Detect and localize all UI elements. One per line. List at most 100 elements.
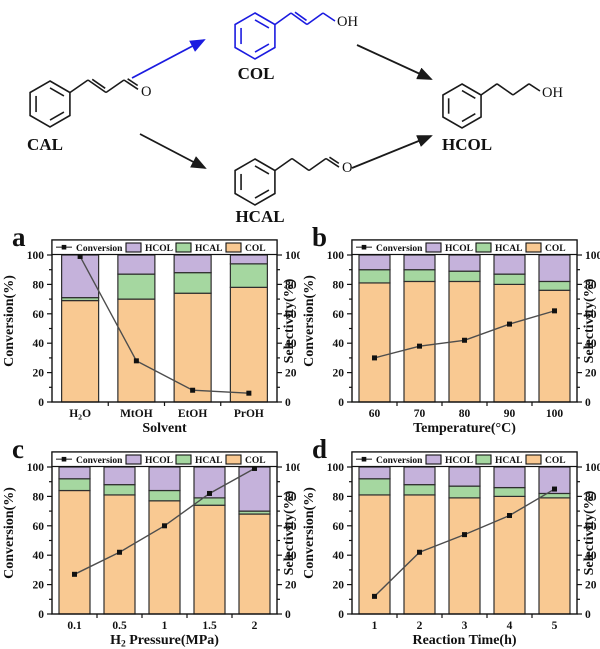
- svg-text:40: 40: [285, 550, 297, 562]
- conversion-line: [372, 486, 557, 599]
- bars: [61, 254, 268, 403]
- svg-text:100: 100: [585, 462, 600, 474]
- y-axis-title-right: Selectivity(%): [582, 278, 597, 363]
- svg-text:60: 60: [285, 521, 297, 533]
- svg-text:80: 80: [285, 491, 297, 503]
- axes: 0 0 20 20 40 40 60 60 80 80 100 100 60 70 80 90 100 Tempe…: [302, 239, 600, 436]
- arrow-col-to-hcol: [356, 44, 433, 80]
- y-axis-title-right: Selectivity(%): [582, 490, 597, 575]
- svg-text:0: 0: [585, 609, 591, 621]
- legend: Conversion HCOL HCAL COL: [351, 451, 578, 468]
- svg-text:HCOL: HCOL: [145, 456, 173, 466]
- svg-text:60: 60: [585, 309, 597, 321]
- panel-a-letter: a: [12, 222, 26, 252]
- svg-text:20: 20: [585, 368, 597, 380]
- svg-text:0: 0: [338, 397, 344, 409]
- svg-text:COL: COL: [545, 456, 566, 466]
- hcal-label: HCAL: [235, 207, 284, 224]
- svg-text:80: 80: [333, 279, 345, 291]
- x-axis-title: Solvent: [142, 421, 187, 436]
- panel-d-letter: d: [312, 434, 328, 464]
- svg-text:HCOL: HCOL: [445, 244, 473, 254]
- svg-text:60: 60: [333, 309, 345, 321]
- svg-text:40: 40: [333, 550, 345, 562]
- svg-text:80: 80: [333, 491, 345, 503]
- svg-text:HCAL: HCAL: [195, 244, 222, 254]
- hcol-label: HCOL: [442, 135, 492, 154]
- svg-text:1: 1: [372, 620, 378, 632]
- svg-text:80: 80: [33, 279, 45, 291]
- svg-text:HCAL: HCAL: [495, 456, 522, 466]
- svg-text:Conversion: Conversion: [76, 244, 123, 254]
- svg-text:20: 20: [33, 580, 45, 592]
- svg-text:20: 20: [333, 580, 345, 592]
- svg-text:100: 100: [585, 250, 600, 262]
- svg-text:90: 90: [504, 408, 516, 420]
- y-axis-title-right: Selectivity(%): [282, 278, 297, 363]
- svg-text:60: 60: [33, 309, 45, 321]
- chart-c-pressure: 0 0 20 20 40 40 60 60 80 80 100 100 0.1 0.5 1 1.5 2 H2 Pr…: [2, 451, 303, 649]
- svg-text:40: 40: [333, 338, 345, 350]
- svg-text:Conversion: Conversion: [376, 244, 423, 254]
- hcal-carbonyl-o-label: O: [342, 160, 352, 176]
- svg-text:100: 100: [27, 250, 45, 262]
- arrow-cal-to-hcal: [139, 133, 207, 169]
- svg-text:60: 60: [33, 521, 45, 533]
- conversion-line: [77, 253, 252, 396]
- svg-text:0: 0: [585, 397, 591, 409]
- svg-text:MtOH: MtOH: [120, 408, 153, 420]
- svg-text:60: 60: [333, 521, 345, 533]
- chart-d-time: 0 0 20 20 40 40 60 60 80 80 100 100 1 2 3 4 5 Reaction Ti…: [302, 451, 600, 648]
- chart-b-temperature: 0 0 20 20 40 40 60 60 80 80 100 100 60 70 80 90 100 Tempe…: [302, 239, 600, 436]
- x-axis-title: Reaction Time(h): [412, 633, 516, 648]
- svg-text:60: 60: [285, 309, 297, 321]
- svg-text:20: 20: [333, 368, 345, 380]
- svg-text:PrOH: PrOH: [234, 408, 264, 420]
- svg-text:70: 70: [414, 408, 426, 420]
- col-oh-label: OH: [337, 14, 358, 30]
- svg-text:60: 60: [585, 521, 597, 533]
- svg-text:80: 80: [585, 491, 597, 503]
- reaction-scheme-wrap: CAL COL HCAL HCOL O OH O OH: [0, 0, 600, 226]
- svg-text:100: 100: [327, 462, 345, 474]
- y-axis-title-left: Conversion(%): [2, 487, 17, 579]
- arrow-hcal-to-hcol: [351, 135, 433, 169]
- svg-text:EtOH: EtOH: [178, 408, 207, 420]
- legend: Conversion HCOL HCAL COL: [351, 239, 578, 256]
- y-axis-title-right: Selectivity(%): [282, 490, 297, 575]
- svg-text:COL: COL: [245, 456, 266, 466]
- svg-text:40: 40: [33, 338, 45, 350]
- svg-text:100: 100: [285, 250, 300, 262]
- hcol-oh-label: OH: [542, 85, 563, 101]
- svg-text:HCOL: HCOL: [145, 244, 173, 254]
- panel-d: d 0 0 20 20 40 40 60 60 80 80 100 100 1 2 3 4 5 Reaction …: [300, 434, 600, 648]
- svg-text:80: 80: [285, 279, 297, 291]
- svg-text:1.5: 1.5: [202, 620, 217, 632]
- legend: Conversion HCOL HCAL COL: [51, 451, 278, 468]
- svg-text:2: 2: [252, 620, 258, 632]
- svg-text:80: 80: [33, 491, 45, 503]
- axes: 0 0 20 20 40 40 60 60 80 80 100 100 1 2 3 4 5 Reaction Ti…: [302, 451, 600, 648]
- svg-text:Conversion: Conversion: [76, 456, 123, 466]
- svg-text:100: 100: [546, 408, 564, 420]
- svg-text:100: 100: [285, 462, 300, 474]
- svg-text:HCAL: HCAL: [195, 456, 222, 466]
- svg-text:100: 100: [27, 462, 45, 474]
- svg-text:3: 3: [462, 620, 468, 632]
- panel-c-letter: c: [12, 434, 24, 464]
- y-axis-title-left: Conversion(%): [302, 487, 317, 579]
- svg-text:HCAL: HCAL: [495, 244, 522, 254]
- svg-text:40: 40: [33, 550, 45, 562]
- conversion-line: [72, 465, 257, 577]
- x-axis-title: H2 Pressure(MPa): [110, 633, 219, 648]
- svg-text:4: 4: [507, 620, 513, 632]
- molecule-skeletons: [29, 11, 541, 206]
- svg-text:0: 0: [285, 609, 291, 621]
- svg-text:H2O: H2O: [69, 408, 91, 422]
- svg-text:80: 80: [585, 279, 597, 291]
- panel-c: c 0 0 20 20 40 40 60 60 80 80 100 100 0.1 0.5 1 1.5 2 H2 …: [0, 434, 303, 649]
- axes: 0 0 20 20 40 40 60 60 80 80 100 100 H2O MtOH EtOH PrOH S…: [2, 239, 303, 436]
- svg-text:100: 100: [327, 250, 345, 262]
- svg-text:40: 40: [585, 550, 597, 562]
